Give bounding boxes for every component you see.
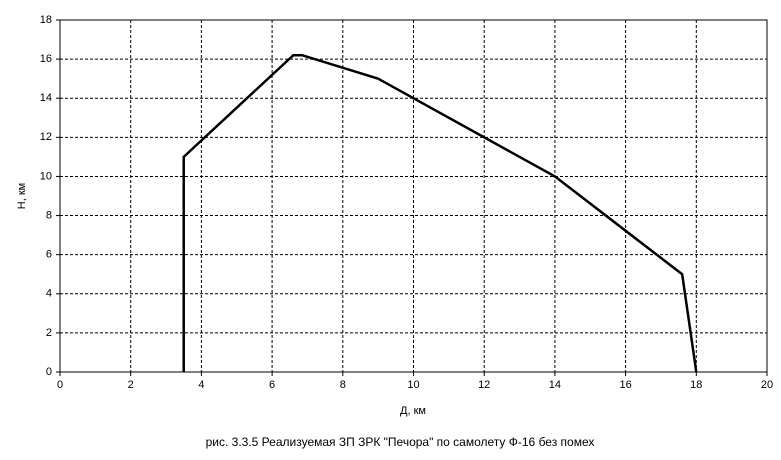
x-tick-label: 14 (549, 379, 561, 391)
x-tick-label: 8 (340, 379, 346, 391)
caption: рис. 3.3.5 Реализуемая ЗП ЗРК "Печора" п… (206, 435, 595, 449)
y-tick-label: 0 (46, 366, 52, 378)
y-tick-label: 18 (40, 14, 52, 26)
y-tick-label: 10 (40, 170, 52, 182)
y-tick-label: 12 (40, 131, 52, 143)
x-tick-label: 4 (198, 379, 204, 391)
data-line (182, 53, 698, 373)
x-axis-label: Д, км (400, 405, 426, 417)
x-tick-label: 18 (690, 379, 702, 391)
y-tick-label: 4 (46, 288, 52, 300)
x-tick-label: 16 (619, 379, 631, 391)
x-tick-label: 6 (269, 379, 275, 391)
x-tick-label: 20 (761, 379, 773, 391)
y-tick-label: 16 (40, 53, 52, 65)
y-axis-label: Н, км (16, 183, 28, 209)
x-tick-label: 10 (407, 379, 419, 391)
x-tick-label: 12 (478, 379, 490, 391)
y-tick-label: 8 (46, 209, 52, 221)
y-tick-label: 2 (46, 327, 52, 339)
x-tick-label: 0 (57, 379, 63, 391)
y-tick-label: 14 (40, 92, 52, 104)
y-tick-label: 6 (46, 249, 52, 261)
x-tick-label: 2 (128, 379, 134, 391)
